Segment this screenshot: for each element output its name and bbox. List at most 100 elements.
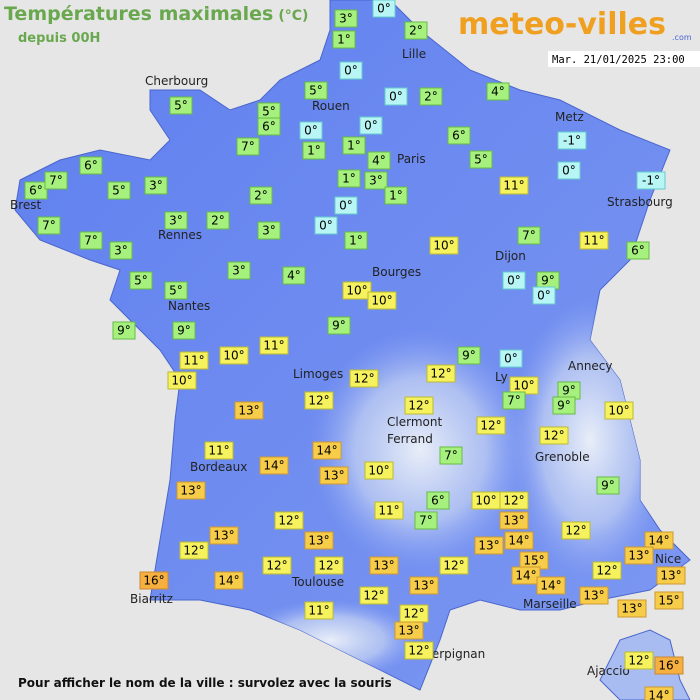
temperature-value: 12° [308, 394, 329, 408]
temperature-label: 3° [144, 176, 168, 195]
temperature-label: 6° [447, 126, 471, 145]
temperature-label: 15° [519, 551, 549, 570]
temperature-box [319, 466, 349, 485]
temperature-box [359, 586, 389, 605]
temperature-value: 12° [596, 564, 617, 578]
temperature-label: 13° [369, 556, 399, 575]
temperature-box [624, 546, 654, 565]
temperature-box [552, 396, 576, 415]
temperature-value: 12° [266, 559, 287, 573]
title: Températures maximales (°C) [4, 3, 308, 25]
temperature-value: 12° [363, 589, 384, 603]
temperature-label: 12° [314, 556, 344, 575]
temperature-label: 13° [234, 401, 264, 420]
temperature-box [469, 150, 493, 169]
temperature-label: 12° [404, 641, 434, 660]
temperature-label: 11° [179, 351, 209, 370]
city-name: Strasbourg [607, 195, 673, 209]
temperature-label: 10° [471, 491, 501, 510]
temperature-value: 0° [537, 289, 551, 303]
temperature-box [259, 456, 289, 475]
temperature-label: 7° [439, 446, 463, 465]
temperature-label: 14° [259, 456, 289, 475]
temperature-value: 14° [508, 534, 529, 548]
temperature-label: 5° [164, 281, 188, 300]
temperature-box [374, 501, 404, 520]
temperature-label: 13° [474, 536, 504, 555]
temperature-label: 3° [257, 221, 281, 240]
temperature-value: -1° [642, 174, 660, 188]
temperature-label: 9° [596, 476, 620, 495]
temperature-label: 4° [486, 82, 510, 101]
temperature-value: 1° [389, 189, 403, 203]
temperature-box [536, 576, 566, 595]
temperature-label: 6° [257, 117, 281, 136]
temperature-box [24, 181, 48, 200]
temperature-value: 9° [117, 324, 131, 338]
temperature-box [172, 321, 196, 340]
temperature-value: 9° [462, 349, 476, 363]
temperature-label: 9° [112, 321, 136, 340]
temperature-label: 12° [592, 561, 622, 580]
city-name: Ferrand [387, 432, 433, 446]
temperature-value: 13° [660, 569, 681, 583]
temperature-box [342, 136, 366, 155]
temperature-box [367, 151, 391, 170]
temperature-box [557, 131, 587, 150]
city-name: Ajaccio [587, 664, 630, 678]
temperature-box [179, 541, 209, 560]
temperature-label: 1° [384, 186, 408, 205]
temperature-value: 12° [408, 399, 429, 413]
temperature-value: 11° [263, 339, 284, 353]
temperature-box [384, 87, 408, 106]
temperature-value: 11° [208, 444, 229, 458]
temperature-value: 14° [263, 459, 284, 473]
temperature-value: 12° [183, 544, 204, 558]
temperature-box [439, 556, 469, 575]
temperature-box [474, 536, 504, 555]
temperature-labels: 3°0°1°2°0°5° 0° 2° 4°5° 5°6°7°0° 0°1° 1°4°6°5°… [24, 0, 686, 700]
temperature-value: 13° [583, 589, 604, 603]
temperature-box [334, 196, 358, 215]
temperature-value: 12° [503, 494, 524, 508]
temperature-label: 14° [504, 531, 534, 550]
temperature-value: 7° [84, 234, 98, 248]
temperature-box [426, 364, 456, 383]
temperature-label: 10° [364, 461, 394, 480]
temperature-box [339, 61, 363, 80]
temperature-label: 3° [109, 241, 133, 260]
temperature-box [426, 491, 450, 510]
temperature-box [561, 521, 591, 540]
temperature-value: 1° [307, 144, 321, 158]
city-name: Toulouse [291, 575, 344, 589]
temperature-label: 1° [302, 141, 326, 160]
temperature-label: 3° [164, 211, 188, 230]
temperature-box [504, 531, 534, 550]
temperature-value: 15° [523, 554, 544, 568]
temperature-value: 3° [339, 12, 353, 26]
temperature-value: 6° [431, 494, 445, 508]
temperature-value: 10° [223, 349, 244, 363]
temperature-value: 2° [211, 214, 225, 228]
temperature-value: 12° [318, 559, 339, 573]
temperature-box [644, 531, 674, 550]
city-name: Biarritz [130, 592, 173, 606]
temperature-label: 12° [179, 541, 209, 560]
temperature-box [234, 401, 264, 420]
temperature-label: 4° [282, 266, 306, 285]
temperature-box [414, 511, 438, 530]
temperature-value: 16° [658, 659, 679, 673]
temperature-value: 10° [608, 404, 629, 418]
temperature-value: 4° [287, 269, 301, 283]
temperature-label: 13° [319, 466, 349, 485]
temperature-value: 13° [503, 514, 524, 528]
temperature-box [227, 261, 251, 280]
city-name: Bourges [372, 265, 421, 279]
temperature-box [176, 481, 206, 500]
city-name: Clermont [387, 415, 442, 429]
temperature-box [112, 321, 136, 340]
temperature-value: 7° [42, 219, 56, 233]
temperature-value: 0° [339, 199, 353, 213]
temperature-label: 13° [617, 599, 647, 618]
